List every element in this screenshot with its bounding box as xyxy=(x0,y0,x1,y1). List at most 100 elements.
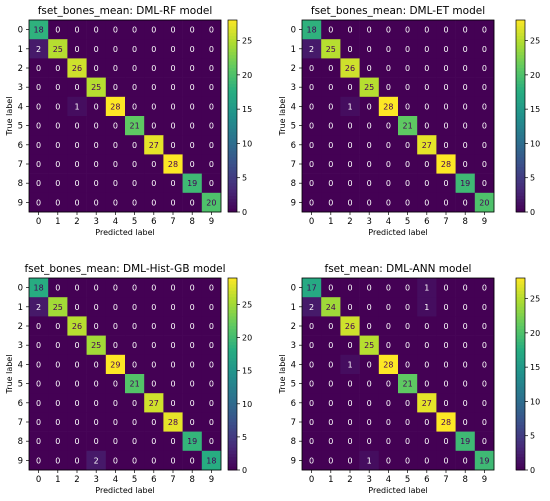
cell-value-label: 0 xyxy=(367,418,372,427)
cell-value-label: 0 xyxy=(132,360,137,369)
heatmap-cell xyxy=(474,116,495,136)
heatmap-cell xyxy=(455,20,476,40)
cell-value-label: 0 xyxy=(367,122,372,131)
heatmap-cell xyxy=(86,20,107,40)
heatmap-cell xyxy=(29,39,49,59)
cell-value-label: 0 xyxy=(170,122,175,131)
heatmap-cell xyxy=(144,297,164,317)
cell-value-label: 18 xyxy=(307,26,317,35)
heatmap-cell xyxy=(359,39,380,59)
colorbar-segment xyxy=(516,351,525,356)
cell-value-label: 0 xyxy=(405,160,410,169)
colorbar-segment xyxy=(516,332,525,336)
y-tick-label: 3 xyxy=(18,341,23,351)
colorbar-segment xyxy=(516,148,525,152)
heatmap-cell xyxy=(417,393,437,413)
heatmap-cell xyxy=(105,278,126,298)
heatmap-cell xyxy=(436,374,456,394)
colorbar-segment xyxy=(228,418,237,423)
cell-value-label: 0 xyxy=(309,360,314,369)
cell-value-label: 0 xyxy=(463,141,468,150)
heatmap-cell xyxy=(125,20,145,40)
heatmap-cell xyxy=(201,77,222,98)
colorbar-segment xyxy=(228,386,237,391)
cell-value-label: 0 xyxy=(328,83,333,92)
colorbar-segment xyxy=(516,367,525,372)
cell-value-label: 0 xyxy=(328,102,333,111)
cell-value-label: 0 xyxy=(209,122,214,131)
heatmap-cell xyxy=(321,154,341,174)
heatmap-cell xyxy=(321,374,341,394)
cell-value-label: 0 xyxy=(386,26,391,35)
x-tick-label: 4 xyxy=(113,475,118,485)
cell-value-label: 21 xyxy=(130,122,140,131)
cell-value-label: 0 xyxy=(113,380,118,389)
colorbar-segment xyxy=(228,294,237,298)
cell-value-label: 0 xyxy=(132,322,137,331)
heatmap-cell xyxy=(163,135,183,155)
colorbar-segment xyxy=(516,402,525,407)
heatmap-cell xyxy=(359,316,380,336)
cell-value-label: 0 xyxy=(424,360,429,369)
cell-value-label: 25 xyxy=(364,83,374,92)
heatmap-cell xyxy=(105,354,126,375)
colorbar-segment xyxy=(516,319,525,324)
colorbar-segment xyxy=(228,36,237,40)
colorbar-segment xyxy=(516,418,525,423)
colorbar-segment xyxy=(228,58,237,62)
heatmap-cell xyxy=(144,431,164,452)
heatmap-cell xyxy=(302,278,322,298)
heatmap-cell xyxy=(144,116,164,136)
colorbar-segment xyxy=(228,428,237,432)
colorbar-segment xyxy=(516,74,525,78)
heatmap-cell xyxy=(302,450,322,471)
heatmap-cell xyxy=(163,450,183,471)
colorbar-segment xyxy=(228,412,237,416)
cell-value-label: 0 xyxy=(482,341,487,350)
heatmap-cell xyxy=(359,278,380,298)
x-tick-label: 3 xyxy=(366,217,371,227)
cell-value-label: 0 xyxy=(132,341,137,350)
heatmap-cell xyxy=(201,135,222,155)
heatmap-cell xyxy=(398,39,418,59)
cell-value-label: 0 xyxy=(463,456,468,465)
colorbar-segment xyxy=(516,364,525,368)
heatmap-cell xyxy=(125,58,145,78)
cell-value-label: 0 xyxy=(463,45,468,54)
colorbar-segment xyxy=(516,202,525,206)
cell-value-label: 27 xyxy=(149,399,159,408)
colorbar-segment xyxy=(228,189,237,194)
heatmap-cell xyxy=(378,20,399,40)
x-tick-label: 7 xyxy=(443,475,448,485)
heatmap-cell xyxy=(417,192,437,213)
colorbar-segment xyxy=(228,173,237,178)
heatmap-cell xyxy=(455,316,476,336)
heatmap-cell xyxy=(359,192,380,213)
cell-value-label: 0 xyxy=(170,399,175,408)
cell-value-label: 0 xyxy=(405,45,410,54)
heatmap-cell xyxy=(144,77,164,98)
cell-value-label: 0 xyxy=(309,399,314,408)
cell-value-label: 0 xyxy=(113,141,118,150)
heatmap-cell xyxy=(67,278,87,298)
heatmap-cell xyxy=(340,450,360,471)
x-tick-label: 2 xyxy=(347,475,352,485)
cell-value-label: 0 xyxy=(113,399,118,408)
cell-value-label: 0 xyxy=(482,141,487,150)
heatmap-cell xyxy=(86,354,107,375)
heatmap-cell xyxy=(436,154,456,174)
cell-value-label: 0 xyxy=(190,64,195,73)
cell-value-label: 0 xyxy=(482,360,487,369)
y-tick-label: 3 xyxy=(291,341,296,351)
cell-value-label: 0 xyxy=(367,322,372,331)
cell-value-label: 1 xyxy=(424,284,429,293)
cell-value-label: 0 xyxy=(170,179,175,188)
cell-value-label: 1 xyxy=(347,360,352,369)
heatmap-cell xyxy=(144,96,164,117)
cell-value-label: 0 xyxy=(151,160,156,169)
heatmap-cell xyxy=(125,173,145,194)
cell-value-label: 0 xyxy=(482,26,487,35)
cell-value-label: 0 xyxy=(190,198,195,207)
cell-value-label: 0 xyxy=(424,322,429,331)
